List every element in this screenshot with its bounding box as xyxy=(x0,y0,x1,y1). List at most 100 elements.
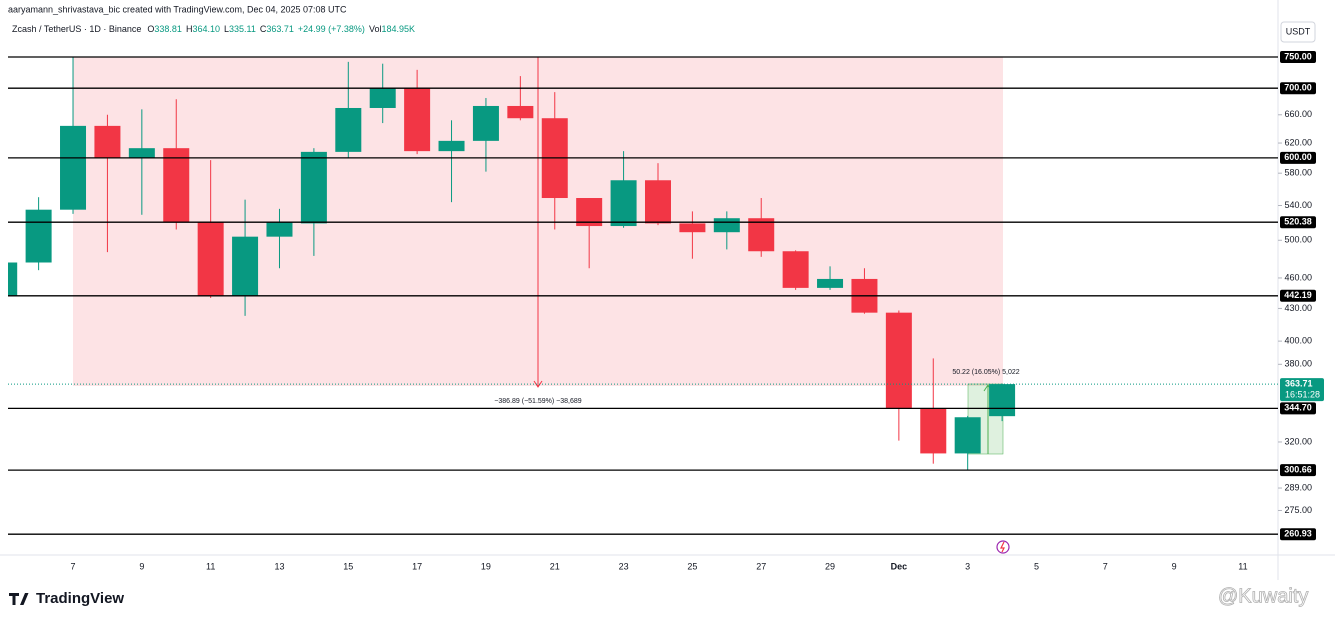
level-label: 520.38 xyxy=(1284,217,1312,227)
candle-body xyxy=(300,151,327,224)
level-label: 300.66 xyxy=(1284,465,1312,475)
x-tick-label: Dec xyxy=(891,561,908,571)
y-tick-label: 580.00 xyxy=(1284,168,1312,178)
candle-body xyxy=(576,198,603,227)
x-tick-label: 25 xyxy=(687,561,697,571)
measure-label: 50.22 (16.05%) 5,022 xyxy=(952,369,1019,376)
volume-key: Vol xyxy=(369,24,382,34)
brand-logo xyxy=(9,593,29,605)
event-icon[interactable] xyxy=(996,540,1010,554)
x-tick-label: 7 xyxy=(1103,561,1108,571)
x-tick-label: 11 xyxy=(1238,561,1247,571)
level-label-box xyxy=(1280,151,1316,164)
brand: TradingView xyxy=(36,590,124,607)
header: aaryamann_shrivastava_bic created with T… xyxy=(8,4,347,14)
candle-body xyxy=(438,140,465,152)
candle-body xyxy=(94,125,121,158)
candle-body xyxy=(128,148,155,158)
candle-body xyxy=(266,221,293,237)
x-tick-label: 17 xyxy=(412,561,422,571)
measure-label: −386.89 (−51.59%) −38,689 xyxy=(494,398,581,405)
candle-body xyxy=(920,407,947,454)
candle-body xyxy=(335,107,362,152)
price-label-box xyxy=(1280,378,1324,402)
x-tick-label: 29 xyxy=(825,561,835,571)
candle-body xyxy=(679,223,706,233)
legend-value: 335.11 xyxy=(229,24,256,34)
legend: Zcash / TetherUS · 1D · Binance O338.81 H3… xyxy=(12,24,415,34)
y-tick-label: 540.00 xyxy=(1284,200,1312,210)
candle-body xyxy=(197,221,224,296)
legend-key: O xyxy=(147,24,154,34)
candle-body xyxy=(25,209,52,263)
level-label-box xyxy=(1280,51,1316,64)
y-tick-label: 460.00 xyxy=(1284,272,1312,282)
y-tick-label: 400.00 xyxy=(1284,335,1312,345)
x-tick-label: 9 xyxy=(139,561,144,571)
legend-change: +24.99 (+7.38%) xyxy=(298,24,365,34)
watermark: @Kuwaity xyxy=(1218,585,1308,607)
legend-value: 363.71 xyxy=(266,24,294,34)
legend-key: C xyxy=(260,24,267,34)
x-tick-label: 27 xyxy=(756,561,766,571)
level-label-box xyxy=(1280,216,1316,229)
symbol: Zcash / TetherUS · 1D · Binance xyxy=(12,24,141,34)
x-tick-label: 21 xyxy=(550,561,560,571)
x-tick-label: 19 xyxy=(481,561,491,571)
event-icon-bolt xyxy=(1000,541,1005,553)
candle-body xyxy=(782,251,809,288)
x-tick-label: 7 xyxy=(71,561,76,571)
candle-body xyxy=(369,88,396,108)
candle-body xyxy=(885,312,912,408)
x-tick-label: 5 xyxy=(1034,561,1039,571)
level-label: 750.00 xyxy=(1284,51,1312,61)
y-tick-label: 320.00 xyxy=(1284,436,1312,446)
level-label-box xyxy=(1280,82,1316,95)
y-tick-label: 289.00 xyxy=(1284,482,1312,492)
y-tick-label: 380.00 xyxy=(1284,359,1312,369)
y-tick-label: 620.00 xyxy=(1284,137,1312,147)
measure-arrowhead xyxy=(533,380,543,388)
plot xyxy=(8,57,1016,470)
price-countdown: 16:51:28 xyxy=(1285,389,1320,399)
x-tick-label: 11 xyxy=(206,561,215,571)
legend-key: L xyxy=(224,24,229,34)
candle-body xyxy=(507,105,534,119)
legend-key: H xyxy=(186,24,193,34)
currency[interactable]: USDT xyxy=(1286,26,1311,36)
candle-body xyxy=(60,125,87,210)
level-label-box xyxy=(1280,528,1316,541)
candle-body xyxy=(644,180,671,224)
level-label: 700.00 xyxy=(1284,83,1312,93)
x-tick-label: 3 xyxy=(965,561,970,571)
legend-value: 364.10 xyxy=(192,24,220,34)
y-tick-label: 275.00 xyxy=(1284,505,1312,515)
level-label-box xyxy=(1280,402,1316,415)
candle-body xyxy=(404,88,431,152)
candle-body xyxy=(989,384,1016,417)
level-label: 600.00 xyxy=(1284,152,1312,162)
level-label: 344.70 xyxy=(1284,403,1312,413)
candle-body xyxy=(817,278,844,288)
price-label: 363.71 xyxy=(1285,378,1313,388)
volume-value: 184.95K xyxy=(381,24,415,34)
candle-body xyxy=(713,218,740,233)
level-label-box xyxy=(1280,289,1316,302)
candle-body xyxy=(472,105,499,141)
y-tick-label: 500.00 xyxy=(1284,235,1312,245)
candle-body xyxy=(610,180,637,227)
x-tick-label: 15 xyxy=(343,561,353,571)
y-tick-label: 430.00 xyxy=(1284,303,1312,313)
x-tick-label: 9 xyxy=(1172,561,1177,571)
candle-body xyxy=(8,262,18,296)
y-tick-label: 660.00 xyxy=(1284,109,1312,119)
level-label-box xyxy=(1280,464,1316,477)
level-label: 442.19 xyxy=(1284,290,1312,300)
currency-box[interactable] xyxy=(1280,21,1316,43)
x-tick-label: 23 xyxy=(619,561,629,571)
legend-value: 338.81 xyxy=(154,24,182,34)
x-tick-label: 13 xyxy=(274,561,284,571)
candle-body xyxy=(748,218,775,252)
